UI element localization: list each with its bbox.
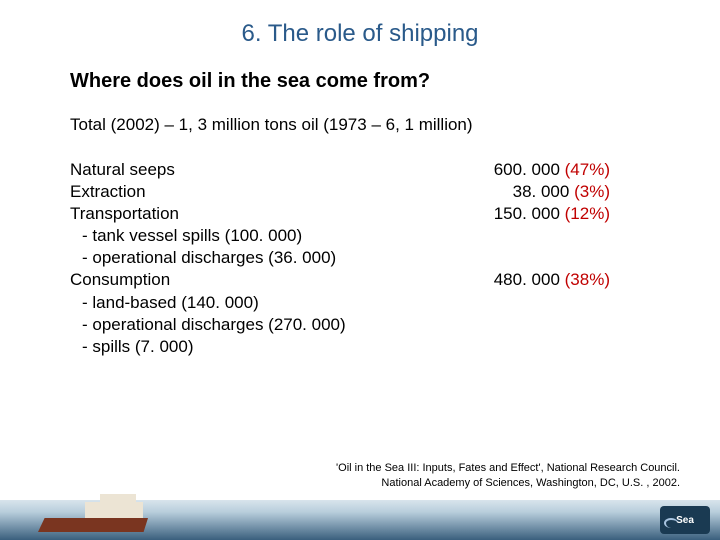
- pct: (38%): [565, 270, 610, 289]
- row-label: - operational discharges (36. 000): [70, 247, 346, 269]
- logo-text: Sea: [676, 515, 694, 526]
- sea-logo: Sea: [660, 506, 710, 534]
- row-value: 600. 000 (47%): [494, 159, 610, 181]
- row-label: Transportation: [70, 203, 346, 225]
- row-label: - tank vessel spills (100. 000): [70, 225, 346, 247]
- data-block: Natural seeps Extraction Transportation …: [70, 159, 650, 358]
- pct: (47%): [565, 160, 610, 179]
- slide-title: 6. The role of shipping: [70, 20, 650, 48]
- row-value: 38. 000 (3%): [494, 181, 610, 203]
- row-label: Extraction: [70, 181, 346, 203]
- citation: 'Oil in the Sea III: Inputs, Fates and E…: [336, 461, 680, 490]
- values-column: 600. 000 (47%) 38. 000 (3%) 150. 000 (12…: [494, 159, 650, 358]
- row-label: - land-based (140. 000): [70, 292, 346, 314]
- row-value: 480. 000 (38%): [494, 269, 610, 291]
- labels-column: Natural seeps Extraction Transportation …: [70, 159, 346, 358]
- row-label: Natural seeps: [70, 159, 346, 181]
- total-line: Total (2002) – 1, 3 million tons oil (19…: [70, 115, 650, 135]
- citation-line: 'Oil in the Sea III: Inputs, Fates and E…: [336, 461, 680, 475]
- wave-icon: [664, 518, 678, 528]
- slide-subtitle: Where does oil in the sea come from?: [70, 70, 650, 93]
- row-label: - spills (7. 000): [70, 336, 346, 358]
- row-label: Consumption: [70, 269, 346, 291]
- row-value: 150. 000 (12%): [494, 203, 610, 225]
- pct: (3%): [574, 182, 610, 201]
- slide: 6. The role of shipping Where does oil i…: [0, 0, 720, 540]
- pct: (12%): [565, 204, 610, 223]
- citation-line: National Academy of Sciences, Washington…: [336, 476, 680, 490]
- ship-icon: [30, 492, 160, 532]
- row-label: - operational discharges (270. 000): [70, 314, 346, 336]
